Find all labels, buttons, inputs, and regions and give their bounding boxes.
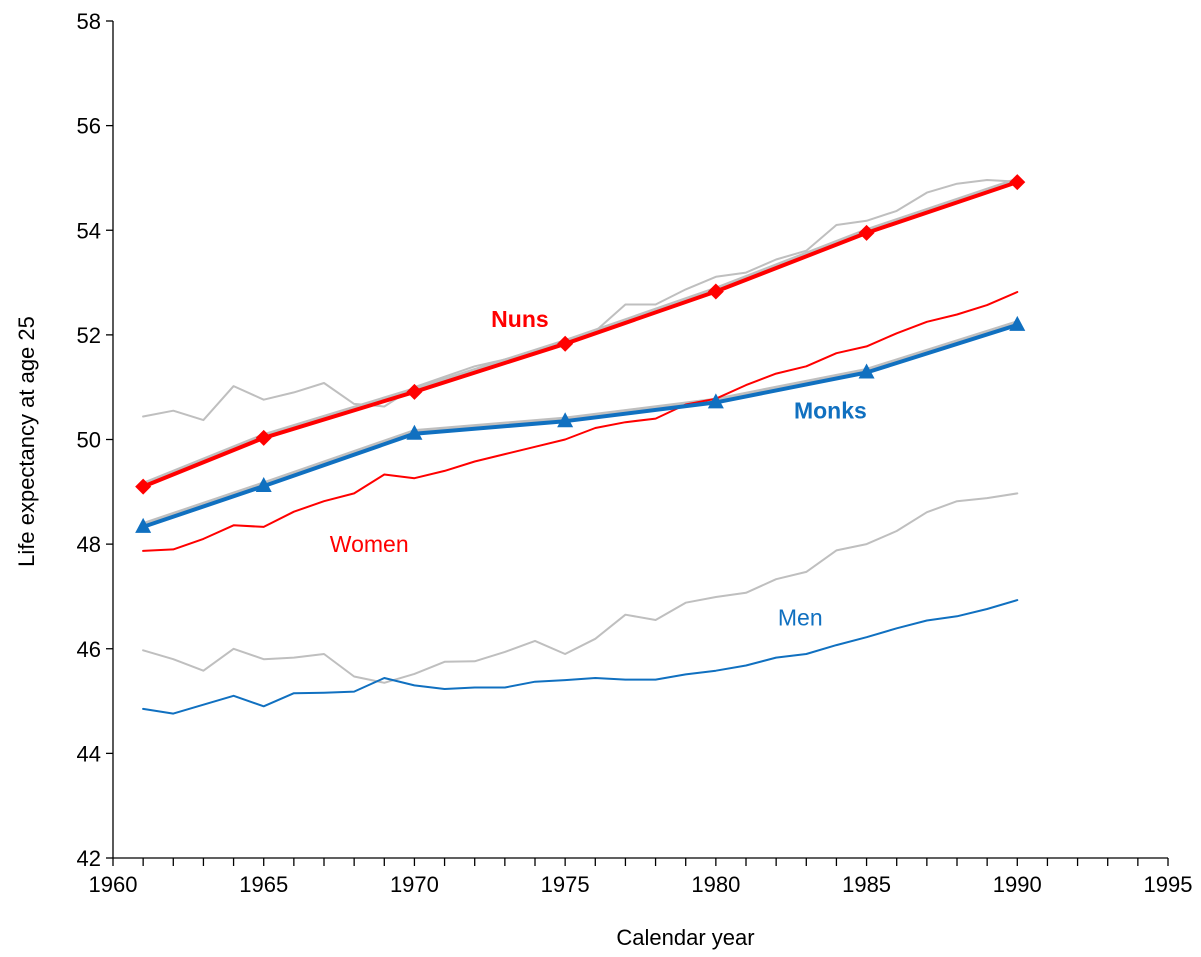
x-tick-label: 1975 [541,872,590,897]
monks-point [557,412,574,428]
plot-area [135,174,1026,715]
y-axis-title: Life expectancy at age 25 [14,316,39,567]
nuns-point [135,478,152,495]
nuns-point [858,224,875,241]
nuns-point [406,383,423,400]
monks-point [255,477,272,493]
x-tick-label: 1980 [691,872,740,897]
monks-point [135,517,152,533]
x-tick-label: 1995 [1144,872,1193,897]
annotations: Nuns Monks Women Men [330,306,867,630]
axes: 42 44 46 48 50 52 54 56 58 1960 1965 1970 1975 1980 19… [77,9,1193,897]
x-axis-title: Calendar year [616,925,754,950]
x-tick-label: 1965 [239,872,288,897]
series-line-women [142,291,1019,552]
y-tick-label: 52 [77,323,101,348]
monks-point [858,363,875,379]
y-tick-label: 44 [77,741,101,766]
y-tick-label: 58 [77,9,101,34]
monks-point [406,424,423,440]
y-tick-label: 42 [77,846,101,871]
series-line-monks [141,322,1020,529]
series-line-gray [142,179,1019,422]
nuns-point [707,283,724,300]
series-line-gray [141,320,1020,527]
nuns-point [255,429,272,446]
y-tick-label: 54 [77,218,101,243]
y-tick-label: 50 [77,428,101,453]
monks-point [707,393,724,409]
series-line-men [142,599,1019,715]
nuns-point [557,335,574,352]
series-label-monks: Monks [794,398,867,424]
y-tick-label: 56 [77,114,101,139]
series-label-nuns: Nuns [491,306,549,332]
series-line-gray [142,492,1019,684]
x-tick-label: 1990 [993,872,1042,897]
series-label-men: Men [778,604,823,630]
monks-point [1009,315,1026,331]
x-tick-label: 1970 [390,872,439,897]
nuns-point [1009,174,1026,191]
series-label-women: Women [330,531,409,557]
y-tick-label: 48 [77,532,101,557]
x-tick-label: 1985 [842,872,891,897]
x-tick-label: 1960 [89,872,138,897]
y-tick-label: 46 [77,637,101,662]
